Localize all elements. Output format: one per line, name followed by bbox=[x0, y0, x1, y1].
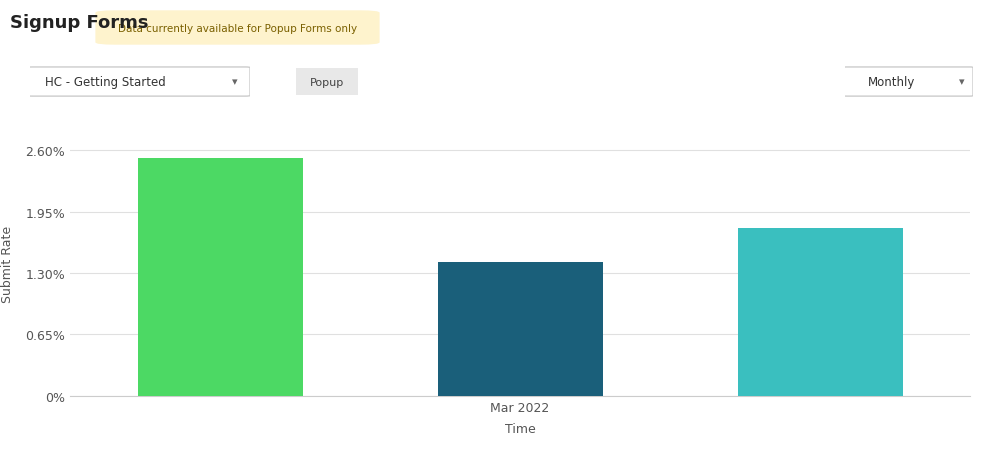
Bar bbox=[138, 158, 302, 396]
X-axis label: Time: Time bbox=[505, 422, 535, 435]
Text: HC - Getting Started: HC - Getting Started bbox=[45, 76, 166, 89]
Text: ▾: ▾ bbox=[959, 77, 964, 87]
Text: Popup: Popup bbox=[310, 77, 344, 87]
FancyBboxPatch shape bbox=[844, 68, 973, 97]
Bar bbox=[438, 262, 602, 396]
Text: Data currently available for Popup Forms only: Data currently available for Popup Forms… bbox=[118, 24, 357, 33]
Text: ▾: ▾ bbox=[232, 77, 237, 87]
Bar bbox=[738, 228, 902, 396]
Text: Monthly: Monthly bbox=[868, 76, 915, 89]
Y-axis label: Submit Rate: Submit Rate bbox=[1, 225, 14, 303]
FancyBboxPatch shape bbox=[95, 11, 380, 46]
Text: Signup Forms: Signup Forms bbox=[10, 14, 148, 31]
FancyBboxPatch shape bbox=[28, 68, 250, 97]
FancyBboxPatch shape bbox=[291, 67, 363, 98]
